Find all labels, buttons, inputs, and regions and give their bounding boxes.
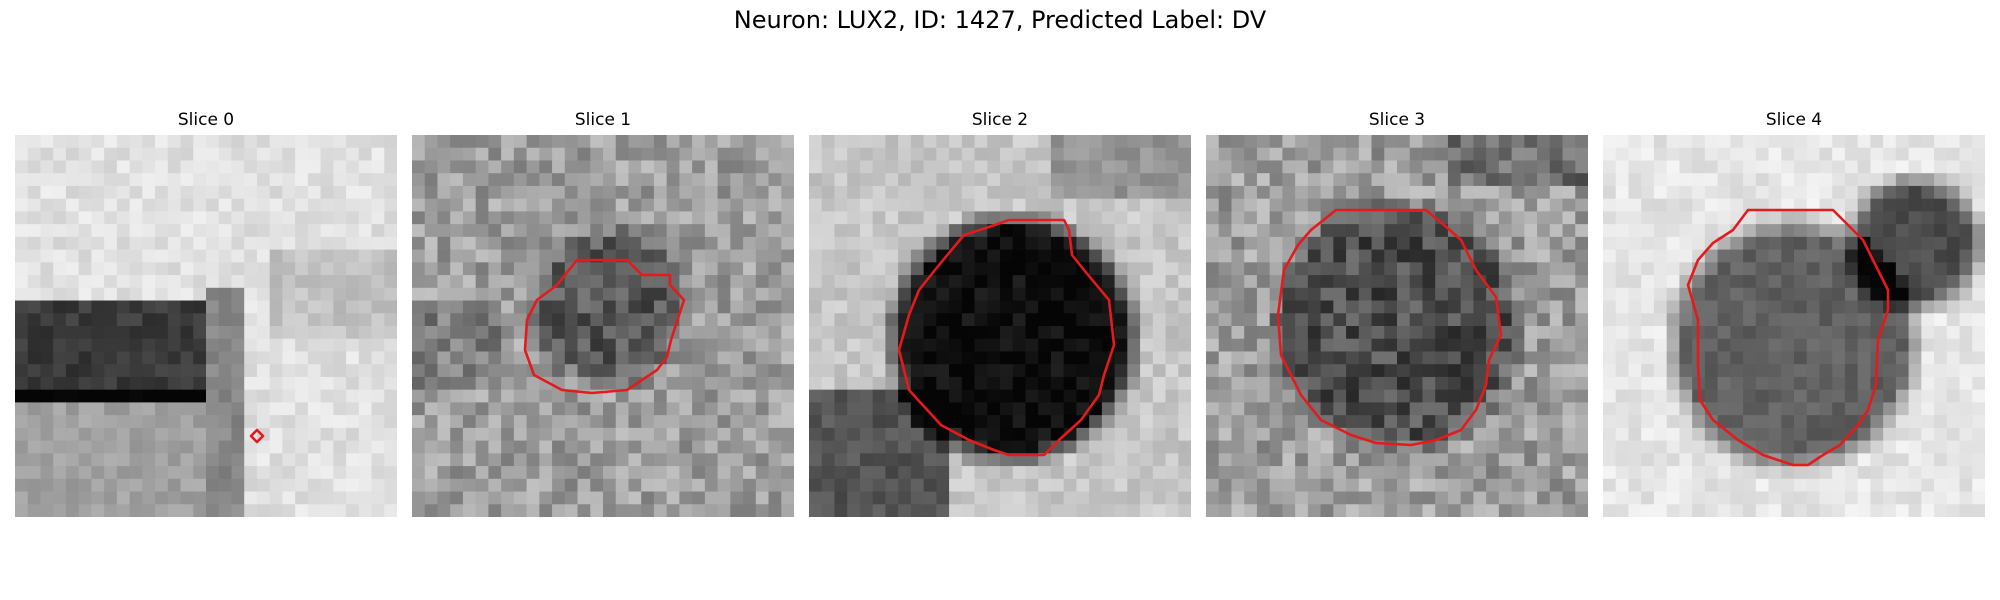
slice-image-2	[809, 135, 1191, 517]
slice-image-1	[412, 135, 794, 517]
slice-image-0	[15, 135, 397, 517]
slice-title-2: Slice 2	[971, 110, 1029, 130]
slice-panel-2: Slice 2	[809, 107, 1191, 517]
slice-title-0: Slice 0	[177, 110, 235, 130]
slice-image-4	[1603, 135, 1985, 517]
slice-title-3: Slice 3	[1368, 110, 1426, 130]
slice-panel-4: Slice 4	[1603, 107, 1985, 517]
roi-outline-3	[1276, 208, 1503, 447]
slice-panel-0: Slice 0	[15, 107, 397, 517]
roi-outline-4	[1686, 208, 1890, 467]
roi-outline-0	[249, 428, 265, 444]
roi-outline-2	[897, 218, 1116, 457]
figure-title: Neuron: LUX2, ID: 1427, Predicted Label:…	[733, 6, 1267, 34]
slice-image-3	[1206, 135, 1588, 517]
slice-title-4: Slice 4	[1765, 110, 1823, 130]
roi-outline-1	[523, 258, 686, 395]
slice-panel-1: Slice 1	[412, 107, 794, 517]
slice-title-1: Slice 1	[574, 110, 632, 130]
slice-panel-3: Slice 3	[1206, 107, 1588, 517]
